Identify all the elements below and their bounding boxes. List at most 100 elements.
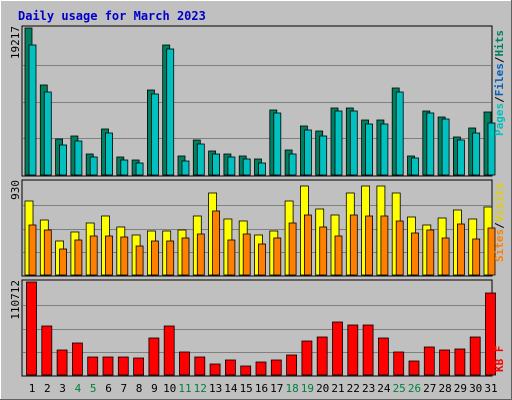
bar-files-day-26 bbox=[411, 157, 419, 176]
day-label-1: 1 bbox=[29, 382, 36, 395]
bar-files-day-20 bbox=[319, 135, 328, 176]
legend-hits: Hits bbox=[493, 30, 506, 57]
bar-kb-day-5 bbox=[87, 356, 99, 376]
day-label-14: 14 bbox=[224, 382, 238, 395]
y-max-label-kb: 110712 bbox=[9, 280, 22, 320]
bar-kb-day-13 bbox=[209, 363, 221, 376]
bar-files-day-17 bbox=[273, 112, 282, 176]
bar-kb-day-11 bbox=[179, 351, 190, 376]
panel-pages-files-hits bbox=[21, 25, 493, 177]
chart-title: Daily usage for March 2023 bbox=[18, 9, 206, 23]
bar-kb-day-21 bbox=[332, 321, 343, 376]
bar-kb-day-28 bbox=[439, 349, 451, 376]
bar-kb-day-19 bbox=[301, 340, 313, 376]
day-label-21: 21 bbox=[331, 382, 344, 395]
bar-sites-day-21 bbox=[334, 235, 343, 276]
bar-kb-day-31 bbox=[485, 292, 496, 376]
legend-kb: KB F bbox=[493, 346, 506, 373]
bar-kb-day-12 bbox=[194, 356, 206, 376]
bar-files-day-13 bbox=[212, 153, 221, 176]
legend-kb-label: KB bbox=[493, 358, 506, 372]
legend-sep-3: / bbox=[493, 222, 506, 229]
bar-kb-day-16 bbox=[255, 361, 267, 376]
bar-files-day-30 bbox=[472, 132, 481, 176]
bar-kb-day-30 bbox=[469, 336, 481, 376]
bar-sites-day-8 bbox=[135, 245, 144, 276]
bar-sites-day-23 bbox=[365, 215, 374, 276]
bar-files-day-21 bbox=[334, 110, 343, 176]
bar-files-day-24 bbox=[380, 123, 389, 176]
bar-sites-day-10 bbox=[166, 240, 175, 276]
bar-sites-day-29 bbox=[456, 223, 465, 276]
bar-kb-day-20 bbox=[316, 336, 328, 376]
legend-visits-sites: Sites/Visits bbox=[493, 183, 506, 263]
day-label-15: 15 bbox=[240, 382, 253, 395]
bar-files-day-29 bbox=[456, 139, 465, 176]
day-label-31: 31 bbox=[484, 382, 497, 395]
bar-sites-day-1 bbox=[28, 224, 37, 276]
legend-text-pages-files-hits: Pages/Files/Hits bbox=[493, 30, 506, 136]
day-label-4: 4 bbox=[75, 382, 82, 395]
bar-sites-day-20 bbox=[319, 226, 328, 276]
bar-sites-day-24 bbox=[380, 215, 389, 276]
bar-files-day-2 bbox=[43, 91, 52, 176]
bar-files-day-12 bbox=[196, 143, 205, 176]
bar-files-day-5 bbox=[89, 156, 98, 176]
day-labels: 1 2 3 4 5 6 7 8 9 10 11 12 13 14 15 16 17 18 19 20 21 22 23 24 2… bbox=[29, 382, 498, 395]
bar-sites-day-26 bbox=[411, 232, 419, 276]
bar-kb-day-1 bbox=[26, 281, 37, 376]
legend-text-kb: KB F bbox=[493, 346, 506, 373]
bar-sites-day-31 bbox=[487, 227, 496, 276]
bar-files-day-9 bbox=[150, 93, 159, 176]
bar-sites-day-30 bbox=[472, 238, 481, 276]
bar-sites-day-25 bbox=[395, 220, 404, 276]
legend-files: Files bbox=[493, 63, 506, 96]
day-label-3: 3 bbox=[59, 382, 66, 395]
bar-kb-day-22 bbox=[347, 324, 359, 376]
bar-files-day-4 bbox=[74, 140, 83, 176]
bar-kb-day-4 bbox=[72, 342, 83, 376]
day-label-10: 10 bbox=[163, 382, 176, 395]
bar-files-day-18 bbox=[288, 153, 297, 176]
bar-sites-day-5 bbox=[89, 235, 98, 276]
day-label-17: 17 bbox=[270, 382, 283, 395]
bar-kb-day-23 bbox=[362, 324, 374, 376]
bar-sites-day-19 bbox=[303, 214, 312, 276]
day-label-20: 20 bbox=[316, 382, 329, 395]
bar-kb-day-24 bbox=[377, 337, 389, 376]
bar-sites-day-2 bbox=[43, 229, 52, 276]
bar-kb-day-7 bbox=[117, 356, 129, 376]
bar-kb-day-29 bbox=[454, 348, 466, 376]
legend-visits: Visits bbox=[493, 183, 506, 223]
bar-files-day-10 bbox=[166, 48, 175, 176]
day-label-19: 19 bbox=[301, 382, 314, 395]
bar-files-day-11 bbox=[181, 160, 190, 176]
bar-files-day-14 bbox=[227, 156, 236, 176]
bar-kb-day-8 bbox=[133, 357, 145, 376]
bar-files-day-15 bbox=[242, 158, 251, 176]
bar-sites-day-13 bbox=[212, 210, 221, 276]
day-label-12: 12 bbox=[194, 382, 207, 395]
day-label-18: 18 bbox=[285, 382, 298, 395]
bar-kb-day-6 bbox=[102, 356, 114, 376]
day-label-9: 9 bbox=[151, 382, 158, 395]
bar-sites-day-28 bbox=[441, 237, 450, 276]
day-label-7: 7 bbox=[120, 382, 127, 395]
day-label-11: 11 bbox=[178, 382, 191, 395]
day-label-29: 29 bbox=[454, 382, 467, 395]
bar-files-day-27 bbox=[426, 112, 435, 176]
bar-sites-day-27 bbox=[426, 229, 435, 276]
bar-kb-day-14 bbox=[224, 359, 236, 376]
legend-text-visits-sites: Sites/Visits bbox=[493, 183, 506, 263]
bar-sites-day-17 bbox=[273, 237, 282, 276]
bar-sites-day-6 bbox=[105, 235, 113, 276]
day-label-13: 13 bbox=[209, 382, 222, 395]
bar-files-day-19 bbox=[303, 129, 312, 176]
bar-kb-day-2 bbox=[41, 325, 53, 376]
day-label-26: 26 bbox=[408, 382, 421, 395]
legend-sep-1: / bbox=[493, 96, 506, 103]
bar-sites-day-14 bbox=[227, 239, 236, 276]
day-label-2: 2 bbox=[44, 382, 51, 395]
bar-files-day-23 bbox=[365, 123, 374, 176]
bar-files-day-31 bbox=[487, 122, 496, 176]
